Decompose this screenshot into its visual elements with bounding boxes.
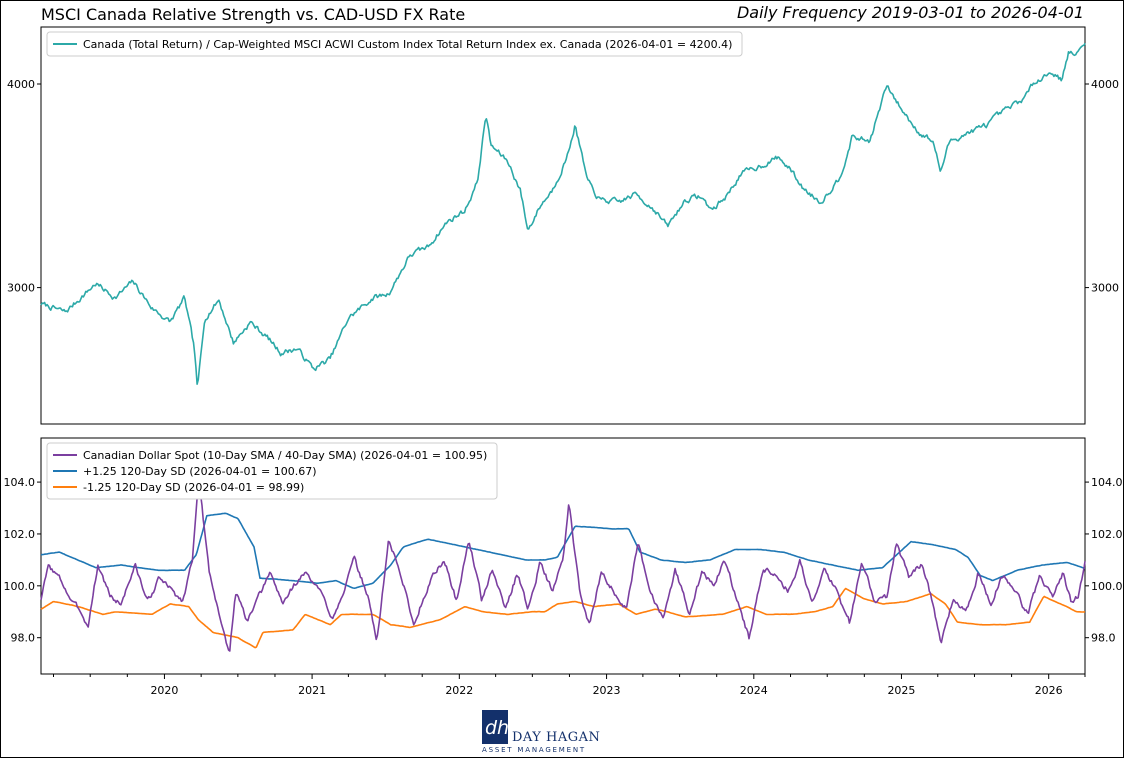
- logo-mark-icon: dh: [482, 710, 509, 744]
- x-tick-label: 2024: [740, 684, 768, 697]
- legend-box: [46, 31, 743, 57]
- y-tick-label-right: 100.0: [1091, 580, 1123, 593]
- y-tick-label-left: 4000: [7, 78, 35, 91]
- x-tick-label: 2025: [887, 684, 915, 697]
- legend-label-3: -1.25 120-Day SD (2026-04-01 = 98.99): [83, 481, 304, 494]
- y-tick-label-right: 4000: [1091, 78, 1119, 91]
- x-tick-label: 2023: [593, 684, 621, 697]
- legend: Canadian Dollar Spot (10-Day SMA / 40-Da…: [46, 442, 498, 500]
- bottom-panel: 98.0 98.0 100.0 100.0 102.0 102.0 104.0 104.0 20…: [4, 437, 1123, 697]
- svg-text:dh: dh: [485, 717, 509, 739]
- legend: Canada (Total Return) / Cap-Weighted MSC…: [46, 31, 743, 57]
- legend-label-1: Canadian Dollar Spot (10-Day SMA / 40-Da…: [83, 449, 487, 462]
- x-tick-label: 2026: [1035, 684, 1063, 697]
- legend-label-1: Canada (Total Return) / Cap-Weighted MSC…: [83, 38, 732, 51]
- x-tick-label: 2021: [298, 684, 326, 697]
- plot-area-frame: [40, 26, 1086, 425]
- y-tick-label-right: 102.0: [1091, 528, 1123, 541]
- y-tick-label-left: 100.0: [4, 580, 36, 593]
- x-tick-label: 2020: [150, 684, 178, 697]
- y-tick-label-left: 104.0: [4, 476, 36, 489]
- series-line-2: [40, 512, 1086, 590]
- y-tick-label-right: 98.0: [1091, 632, 1116, 645]
- day-hagan-logo: dh DAY HAGAN ASSET MANAGEMENT: [482, 710, 612, 754]
- chart-title: MSCI Canada Relative Strength vs. CAD-US…: [41, 5, 466, 24]
- series-line-1: [40, 476, 1086, 652]
- y-tick-label-right: 104.0: [1091, 476, 1123, 489]
- plot-area-frame: [40, 437, 1086, 675]
- y-tick-label-right: 3000: [1091, 282, 1119, 295]
- y-tick-label-left: 3000: [7, 282, 35, 295]
- x-tick-label: 2022: [445, 684, 473, 697]
- y-tick-label-left: 102.0: [4, 528, 36, 541]
- series-line-3: [40, 587, 1086, 649]
- legend-label-2: +1.25 120-Day SD (2026-04-01 = 100.67): [83, 465, 317, 478]
- logo-name: DAY HAGAN: [512, 730, 601, 745]
- logo-tagline: ASSET MANAGEMENT: [482, 746, 586, 754]
- chart-subtitle: Daily Frequency 2019-03-01 to 2026-04-01: [736, 3, 1084, 22]
- y-tick-label-left: 98.0: [11, 632, 36, 645]
- series-line-1: [40, 42, 1086, 386]
- top-panel: 3000 3000 4000 4000 Canada (Total Return) / …: [7, 26, 1119, 425]
- legend-box: [46, 442, 498, 500]
